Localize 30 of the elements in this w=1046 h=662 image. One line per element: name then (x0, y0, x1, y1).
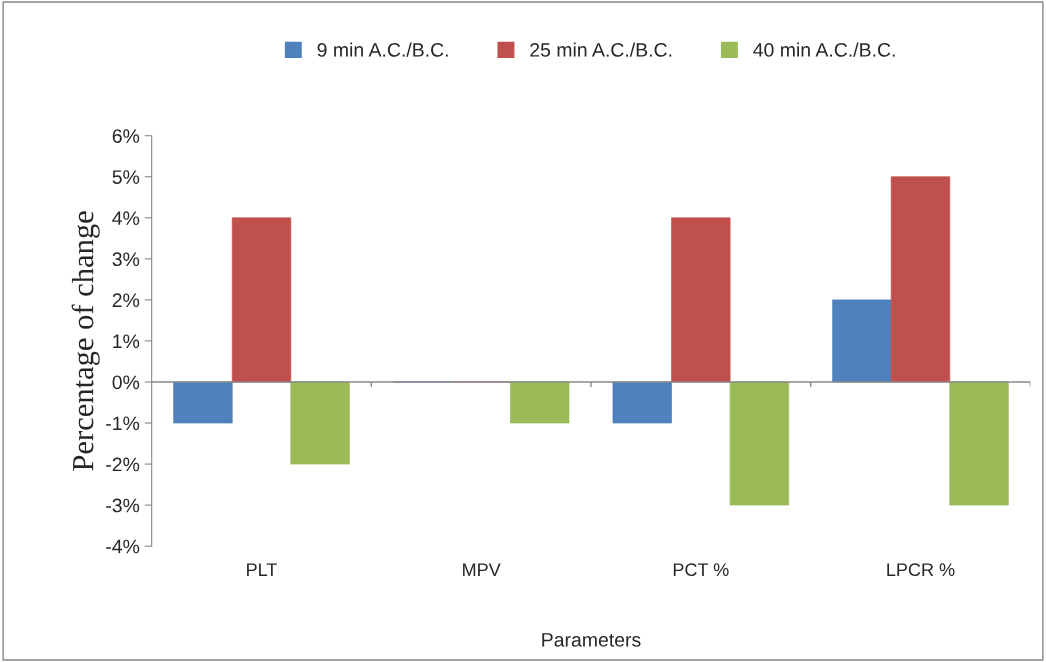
bar (671, 217, 731, 383)
x-tick-label: MPV (463, 563, 501, 576)
legend-label: 9 min A.C./B.C. (317, 42, 448, 57)
y-tick-label: 3% (112, 252, 140, 267)
bar (949, 381, 1009, 506)
bar (612, 381, 672, 424)
x-tick-label: PLT (247, 563, 277, 576)
x-tick-label: LPCR % (887, 563, 955, 577)
bar (890, 176, 951, 383)
x-axis-title: Parameters (542, 633, 641, 647)
y-tick-label: 4% (112, 211, 140, 225)
bar (290, 381, 350, 465)
bar (510, 381, 570, 424)
bar (231, 217, 292, 383)
bar (729, 381, 790, 506)
legend-label: 25 min A.C./B.C. (530, 42, 672, 57)
legend-label: 40 min A.C./B.C. (753, 42, 895, 57)
bar (832, 299, 892, 383)
x-tick-label: PCT % (673, 563, 729, 577)
y-tick-label: -3% (106, 498, 140, 513)
y-tick-label: 1% (113, 334, 140, 349)
bar (173, 381, 233, 424)
y-tick-label: -1% (106, 416, 140, 431)
y-tick-label: 5% (112, 170, 140, 184)
y-axis-title: Percentage of change (71, 211, 100, 471)
y-tick-label: 2% (112, 293, 140, 308)
y-tick-label: 0% (112, 375, 140, 390)
y-tick-label: -4% (106, 539, 140, 554)
y-tick-label: 6% (112, 129, 140, 143)
y-tick-label: -2% (106, 457, 140, 472)
